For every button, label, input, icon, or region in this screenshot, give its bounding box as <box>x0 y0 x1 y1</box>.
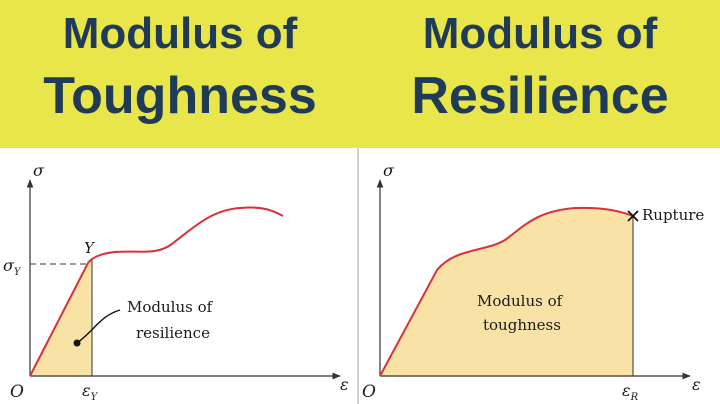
stress-strain-diagrams: σ ε O σY Y εY Modulus of resilience Rupt… <box>3 161 704 403</box>
right-toughness-area <box>380 207 633 376</box>
left-annotation-leader <box>76 309 121 344</box>
left-title-line1: Modulus of <box>62 9 298 58</box>
left-stress-strain-curve <box>29 206 284 377</box>
left-yield-stress-label: σY <box>3 256 22 278</box>
left-yield-strain-symbol: ε <box>82 381 91 400</box>
left-origin-label: O <box>10 382 24 402</box>
panel-divider <box>357 148 359 404</box>
rupture-x-icon <box>627 210 639 222</box>
right-rupture-strain-symbol: ε <box>622 381 631 400</box>
left-y-axis-label: σ <box>33 161 45 180</box>
left-yield-stress-symbol: σ <box>3 256 15 275</box>
left-graph: σ ε O σY Y εY Modulus of resilience <box>3 161 349 403</box>
right-stress-strain-curve <box>379 206 634 377</box>
right-title-line1: Modulus of <box>422 9 658 58</box>
right-rupture-strain-subscript: R <box>630 392 639 403</box>
right-title-line2: Resilience <box>411 67 669 125</box>
left-yield-stress-subscript: Y <box>14 267 22 278</box>
left-yield-strain-label: εY <box>82 381 99 403</box>
right-rupture-label: Rupture <box>642 206 704 224</box>
right-x-axis-label: ε <box>692 375 701 394</box>
title-banner <box>0 0 720 148</box>
left-annotation-line1: Modulus of <box>127 298 214 316</box>
left-annotation-line2: resilience <box>136 324 210 342</box>
right-rupture-strain-label: εR <box>622 381 639 403</box>
right-area-label-line1: Modulus of <box>477 292 564 310</box>
left-yield-strain-subscript: Y <box>91 392 99 403</box>
right-y-axis-label: σ <box>383 161 395 180</box>
left-title-line2: Toughness <box>43 67 317 125</box>
left-x-axis-label: ε <box>340 375 349 394</box>
left-title: Modulus of Toughness <box>0 6 360 130</box>
right-graph: Rupture σ ε O εR Modulus of toughness <box>362 161 704 403</box>
right-area-label-line2: toughness <box>483 316 561 334</box>
right-title: Modulus of Resilience <box>360 6 720 130</box>
right-origin-label: O <box>362 382 376 402</box>
left-yield-point-label: Y <box>84 239 96 257</box>
